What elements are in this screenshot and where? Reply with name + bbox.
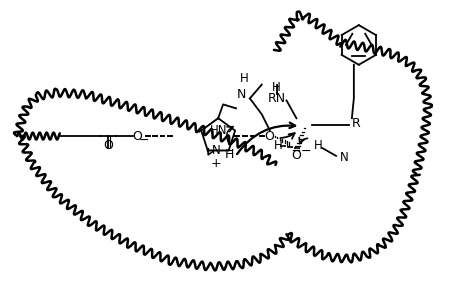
Text: O: O	[132, 130, 142, 143]
Text: O: O	[103, 139, 113, 152]
Text: H: H	[274, 139, 283, 153]
Text: HN: HN	[210, 124, 227, 137]
Text: O: O	[292, 149, 301, 162]
Text: H: H	[272, 81, 281, 94]
Text: +: +	[211, 157, 221, 170]
Text: H: H	[225, 148, 234, 161]
Text: H: H	[239, 72, 248, 85]
Text: N: N	[340, 151, 349, 164]
Text: R: R	[351, 117, 360, 130]
Text: H: H	[314, 139, 323, 153]
Text: RN: RN	[267, 92, 286, 105]
Text: O: O	[265, 130, 274, 143]
Text: N: N	[237, 88, 246, 101]
Text: −: −	[301, 145, 311, 158]
Text: N: N	[212, 144, 220, 157]
Text: −: −	[139, 133, 149, 147]
